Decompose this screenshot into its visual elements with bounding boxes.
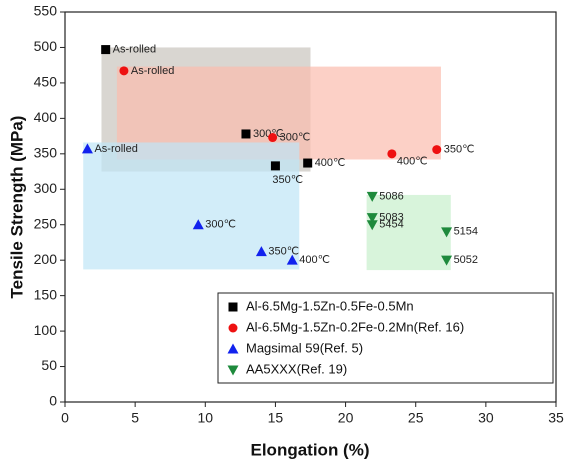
- x-tick-label: 20: [338, 410, 354, 426]
- shaded-region: [366, 194, 451, 271]
- legend-label: Al-6.5Mg-1.5Zn-0.5Fe-0.5Mn: [246, 298, 414, 313]
- point-label: 300℃: [280, 131, 311, 143]
- point-label: 5454: [379, 219, 403, 231]
- marker: [228, 323, 238, 333]
- marker: [192, 219, 204, 230]
- point-label: 350℃: [272, 174, 303, 186]
- y-tick-label: 400: [34, 109, 58, 125]
- point-label: 5083: [379, 212, 403, 224]
- legend: Al-6.5Mg-1.5Zn-0.5Fe-0.5Mn Al-6.5Mg-1.5Zn…: [217, 292, 554, 384]
- y-tick-label: 50: [41, 357, 57, 373]
- point-label: 5086: [379, 190, 403, 202]
- marker: [366, 220, 378, 231]
- x-tick-label: 35: [548, 410, 564, 426]
- marker: [101, 45, 111, 55]
- point-label: 350℃: [268, 246, 299, 258]
- marker: [441, 255, 453, 266]
- marker: [255, 246, 267, 257]
- marker: [286, 254, 298, 265]
- y-tick-label: 300: [34, 180, 58, 196]
- point-label: 5052: [454, 254, 478, 266]
- point-label: 400℃: [397, 156, 428, 168]
- point-label: 400℃: [299, 254, 330, 266]
- y-tick-label: 0: [49, 393, 57, 409]
- marker: [227, 365, 239, 376]
- legend-label: Magsimal 59(Ref. 5): [246, 340, 363, 355]
- marker: [366, 213, 378, 224]
- marker: [268, 133, 278, 143]
- marker: [303, 158, 313, 168]
- point-label: As-rolled: [94, 143, 137, 155]
- y-tick-label: 450: [34, 74, 58, 90]
- plot-frame: [64, 11, 557, 403]
- x-tick-label: 0: [61, 410, 69, 426]
- point-label: 400℃: [315, 157, 346, 169]
- marker: [441, 227, 453, 238]
- x-tick-label: 30: [478, 410, 494, 426]
- point-label: 5154: [454, 226, 478, 238]
- marker: [227, 343, 239, 354]
- marker: [366, 191, 378, 202]
- y-tick-label: 250: [34, 215, 58, 231]
- shaded-region: [83, 142, 300, 270]
- point-label: 350℃: [444, 143, 475, 155]
- marker: [81, 143, 93, 154]
- legend-label: Al-6.5Mg-1.5Zn-0.2Fe-0.2Mn(Ref. 16): [246, 319, 464, 334]
- x-tick-label: 10: [197, 410, 213, 426]
- x-tick-label: 25: [408, 410, 424, 426]
- x-tick-label: 5: [131, 410, 139, 426]
- marker: [228, 302, 238, 312]
- marker: [432, 145, 442, 155]
- y-tick-label: 350: [34, 145, 58, 161]
- y-tick-label: 500: [34, 38, 58, 54]
- x-axis-title: Elongation (%): [251, 440, 370, 459]
- point-label: 300℃: [205, 219, 236, 231]
- x-tick-label: 15: [268, 410, 284, 426]
- marker: [119, 66, 129, 76]
- y-axis-title: Tensile Strength (MPa): [7, 116, 26, 299]
- series: As-rolled 300℃ 400℃ 350℃: [119, 65, 474, 168]
- y-tick-label: 150: [34, 286, 58, 302]
- marker: [270, 161, 280, 171]
- point-label: As-rolled: [131, 65, 174, 77]
- legend-box: [217, 292, 554, 384]
- legend-label: AA5XXX(Ref. 19): [246, 361, 347, 376]
- y-tick-label: 100: [34, 322, 58, 338]
- y-tick-label: 550: [34, 3, 58, 19]
- y-tick-label: 200: [34, 251, 58, 267]
- series: As-rolled 300℃ 350℃ 400℃: [101, 43, 346, 186]
- marker: [241, 129, 251, 139]
- marker: [387, 149, 397, 159]
- point-label: As-rolled: [113, 43, 156, 55]
